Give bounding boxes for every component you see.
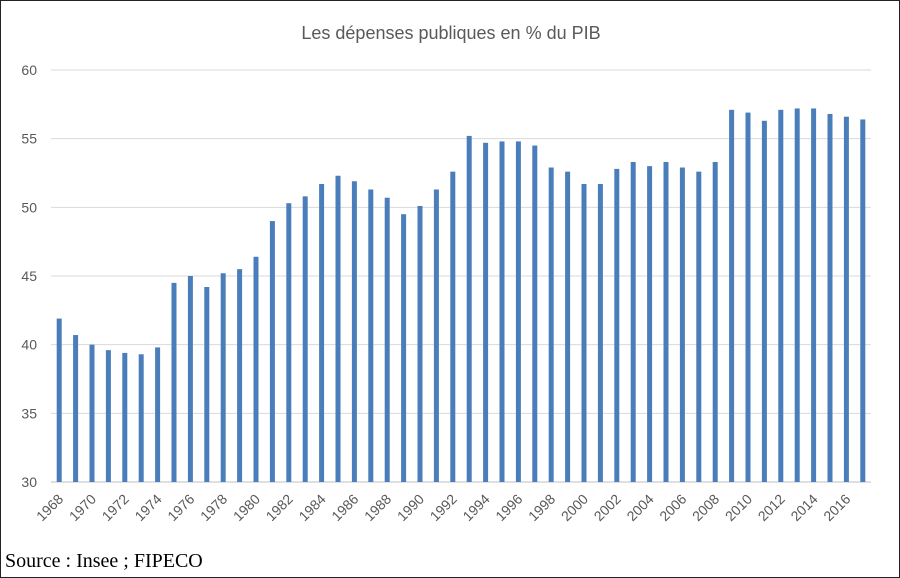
bar-1998 bbox=[548, 167, 554, 482]
bar-2002 bbox=[614, 168, 620, 482]
x-tick-label: 1998 bbox=[525, 491, 558, 524]
bar-2014 bbox=[811, 108, 817, 482]
x-tick-label: 1992 bbox=[427, 491, 460, 524]
x-tick-label: 1972 bbox=[99, 491, 132, 524]
bar-2016 bbox=[843, 116, 849, 482]
x-tick-label: 2008 bbox=[689, 491, 722, 524]
bar-1982 bbox=[286, 203, 292, 482]
bar-2009 bbox=[729, 109, 735, 482]
bar-2012 bbox=[778, 109, 784, 482]
bar-2001 bbox=[597, 183, 603, 483]
x-tick-label: 1986 bbox=[328, 491, 361, 524]
x-tick-label: 2010 bbox=[722, 491, 755, 524]
bar-2006 bbox=[679, 167, 685, 482]
bar-2013 bbox=[794, 108, 800, 482]
bar-1991 bbox=[433, 189, 439, 483]
bar-2010 bbox=[745, 112, 751, 482]
x-tick-label: 1990 bbox=[394, 491, 427, 524]
bar-2003 bbox=[630, 162, 636, 482]
bar-1987 bbox=[368, 189, 374, 483]
x-tick-label: 1970 bbox=[66, 491, 99, 524]
bar-1972 bbox=[122, 352, 128, 482]
y-tick-label: 35 bbox=[21, 405, 37, 421]
bar-1997 bbox=[532, 145, 538, 482]
bar-1979 bbox=[237, 269, 243, 482]
bar-1994 bbox=[483, 142, 489, 483]
bar-1999 bbox=[565, 171, 571, 482]
bar-chart: Les dépenses publiques en % du PIB 30 35 4… bbox=[21, 23, 871, 524]
bar-2017 bbox=[860, 119, 866, 482]
bar-1996 bbox=[515, 141, 521, 482]
x-axis-ticks: 1968 1970 1972 1974 1976 1978 1980 1982 1984 1986… bbox=[33, 491, 854, 524]
bar-1974 bbox=[155, 347, 161, 482]
bar-1993 bbox=[466, 135, 472, 483]
bar-1989 bbox=[401, 214, 407, 482]
bar-1995 bbox=[499, 141, 505, 482]
bar-1990 bbox=[417, 205, 423, 482]
bar-1975 bbox=[171, 282, 177, 482]
bar-2004 bbox=[647, 166, 653, 482]
bar-2007 bbox=[696, 171, 702, 482]
x-tick-label: 1980 bbox=[230, 491, 263, 524]
bar-1973 bbox=[138, 354, 144, 482]
x-tick-label: 1984 bbox=[295, 491, 328, 524]
bar-2015 bbox=[827, 113, 833, 482]
x-tick-label: 1994 bbox=[459, 491, 492, 524]
bar-1977 bbox=[204, 286, 210, 482]
bar-1984 bbox=[319, 183, 325, 483]
x-tick-label: 2016 bbox=[820, 491, 853, 524]
bar-1976 bbox=[187, 276, 193, 482]
bar-1988 bbox=[384, 197, 390, 482]
y-tick-label: 50 bbox=[21, 199, 37, 215]
bar-2005 bbox=[663, 162, 669, 482]
x-tick-label: 2000 bbox=[558, 491, 591, 524]
bar-1971 bbox=[105, 350, 111, 482]
x-tick-label: 2004 bbox=[623, 491, 656, 524]
bar-1970 bbox=[89, 344, 95, 482]
bar-1985 bbox=[335, 175, 341, 482]
y-tick-label: 55 bbox=[21, 131, 37, 147]
y-tick-label: 45 bbox=[21, 268, 37, 284]
bar-1980 bbox=[253, 256, 259, 482]
source-note: Source : Insee ; FIPECO bbox=[5, 550, 203, 572]
x-tick-label: 2012 bbox=[755, 491, 788, 524]
bar-1968 bbox=[56, 318, 62, 482]
bar-1983 bbox=[302, 196, 308, 482]
x-tick-label: 2014 bbox=[787, 491, 820, 524]
y-tick-label: 40 bbox=[21, 337, 37, 353]
bar-1992 bbox=[450, 171, 456, 482]
bar-1978 bbox=[220, 273, 226, 482]
bar-1986 bbox=[351, 181, 357, 483]
bar-2008 bbox=[712, 162, 718, 482]
chart-title: Les dépenses publiques en % du PIB bbox=[301, 23, 600, 43]
gridlines bbox=[51, 69, 871, 483]
y-axis-ticks: 30 35 40 45 50 55 60 bbox=[21, 62, 37, 490]
x-tick-label: 1976 bbox=[164, 491, 197, 524]
x-tick-label: 2006 bbox=[656, 491, 689, 524]
bar-2000 bbox=[581, 183, 587, 483]
x-tick-label: 1974 bbox=[131, 491, 164, 524]
x-tick-label: 1996 bbox=[492, 491, 525, 524]
y-tick-label: 30 bbox=[21, 474, 37, 490]
x-tick-label: 1968 bbox=[33, 491, 66, 524]
x-tick-label: 1978 bbox=[197, 491, 230, 524]
x-tick-label: 1982 bbox=[263, 491, 296, 524]
y-tick-label: 60 bbox=[21, 62, 37, 78]
bar-1969 bbox=[73, 335, 79, 482]
bars bbox=[56, 108, 866, 483]
x-tick-label: 1988 bbox=[361, 491, 394, 524]
bar-1981 bbox=[269, 221, 275, 482]
x-tick-label: 2002 bbox=[591, 491, 624, 524]
bar-2011 bbox=[761, 120, 767, 482]
